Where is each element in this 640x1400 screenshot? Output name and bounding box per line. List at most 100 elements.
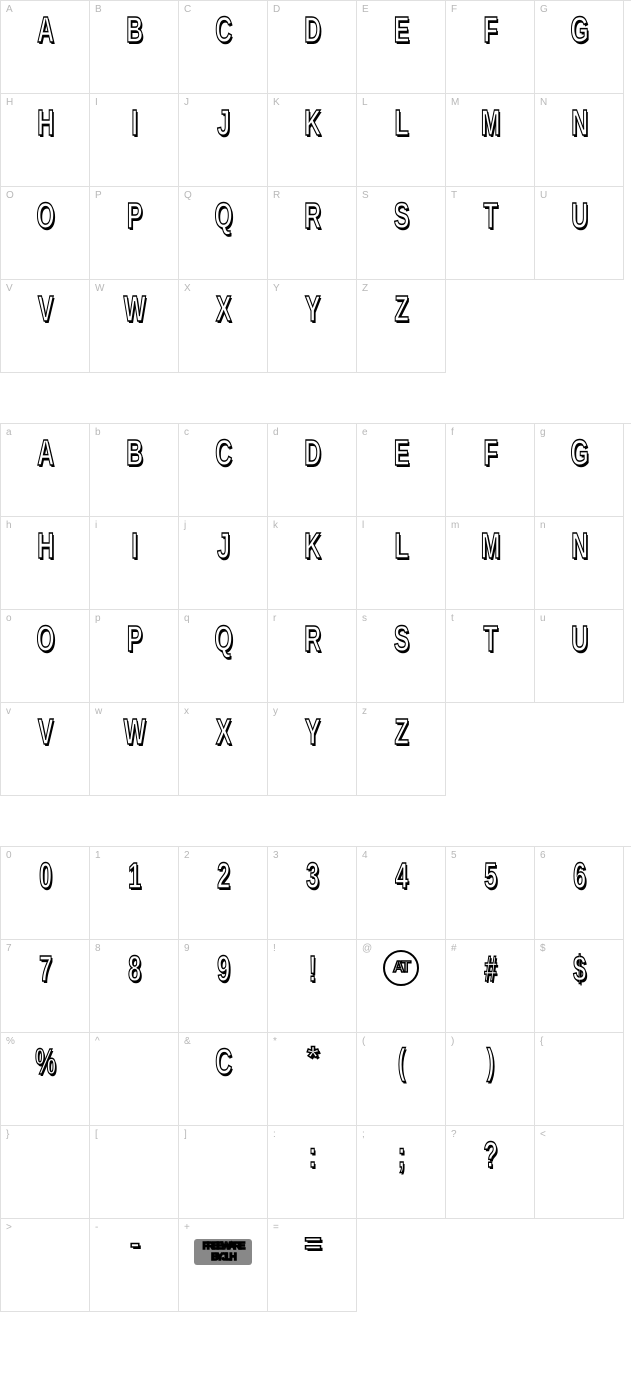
glyph-cell: cC <box>179 424 268 517</box>
glyph-cell: 00 <box>1 847 90 940</box>
glyph-display: F <box>484 432 497 474</box>
glyph-cell: 44 <box>357 847 446 940</box>
cell-label: k <box>273 520 278 531</box>
glyph-cell: (( <box>357 1033 446 1126</box>
cell-label: d <box>273 427 279 438</box>
cell-label: c <box>184 427 189 438</box>
glyph-cell: ZZ <box>357 280 446 373</box>
glyph-cell: SS <box>357 187 446 280</box>
glyph-cell: @AT <box>357 940 446 1033</box>
glyph-cell: GG <box>535 1 624 94</box>
glyph-display: I <box>131 102 136 144</box>
cell-label: I <box>95 97 98 108</box>
cell-label: [ <box>95 1129 98 1140</box>
cell-label: v <box>6 706 11 717</box>
cell-label: ; <box>362 1129 365 1140</box>
cell-label: 4 <box>362 850 368 861</box>
cell-label: - <box>95 1222 98 1233</box>
glyph-cell: AA <box>1 1 90 94</box>
glyph-cell: uU <box>535 610 624 703</box>
glyph-display: T <box>484 195 497 237</box>
glyph-display: = <box>304 1227 320 1261</box>
cell-label: 7 <box>6 943 12 954</box>
glyph-display: 0 <box>39 855 51 897</box>
glyph-grid: 00112233445566778899!!@AT##$$%%^&C**(())… <box>0 846 631 1312</box>
glyph-display: # <box>484 948 496 990</box>
glyph-display: N <box>571 102 587 144</box>
glyph-cell: mM <box>446 517 535 610</box>
section-uppercase: AABBCCDDEEFFGGHHIIJJKKLLMMNNOOPPQQRRSSTT… <box>0 0 640 373</box>
glyph-display: 4 <box>395 855 407 897</box>
cell-label: Q <box>184 190 192 201</box>
glyph-display: W <box>124 711 145 753</box>
cell-label: y <box>273 706 278 717</box>
glyph-cell: 66 <box>535 847 624 940</box>
glyph-cell: zZ <box>357 703 446 796</box>
glyph-display: ? <box>484 1134 497 1176</box>
cell-label: t <box>451 613 454 624</box>
glyph-cell: QQ <box>179 187 268 280</box>
cell-label: > <box>6 1222 12 1233</box>
glyph-cell: II <box>90 94 179 187</box>
cell-label: } <box>6 1129 9 1140</box>
glyph-cell: { <box>535 1033 624 1126</box>
glyph-grid: aAbBcCdDeEfFgGhHiIjJkKlLmMnNoOpPqQrRsStT… <box>0 423 631 796</box>
glyph-cell: sS <box>357 610 446 703</box>
glyph-cell: &C <box>179 1033 268 1126</box>
glyph-display: X <box>216 288 230 330</box>
glyph-display: : <box>309 1134 316 1176</box>
glyph-cell: WW <box>90 280 179 373</box>
cell-label: B <box>95 4 102 15</box>
glyph-display: AT <box>383 950 419 986</box>
cell-label: & <box>184 1036 191 1047</box>
cell-label: 8 <box>95 943 101 954</box>
glyph-display: A <box>37 9 53 51</box>
cell-label: n <box>540 520 546 531</box>
cell-label: 3 <box>273 850 279 861</box>
glyph-display: H <box>37 525 53 567</box>
cell-label: ) <box>451 1036 454 1047</box>
glyph-cell: == <box>268 1219 357 1312</box>
glyph-cell: eE <box>357 424 446 517</box>
glyph-display: G <box>571 9 588 51</box>
glyph-display: V <box>38 711 52 753</box>
glyph-cell: tT <box>446 610 535 703</box>
cell-label: Y <box>273 283 280 294</box>
glyph-display: 9 <box>217 948 229 990</box>
cell-label: C <box>184 4 191 15</box>
cell-label: ! <box>273 943 276 954</box>
glyph-display: O <box>37 618 54 660</box>
glyph-display: * <box>307 1041 317 1075</box>
glyph-display: Q <box>215 618 232 660</box>
glyph-display: R <box>304 195 320 237</box>
glyph-display: C <box>215 9 231 51</box>
cell-label: V <box>6 283 13 294</box>
glyph-cell: 88 <box>90 940 179 1033</box>
cell-label: r <box>273 613 276 624</box>
cell-label: h <box>6 520 12 531</box>
glyph-display: D <box>304 9 320 51</box>
glyph-display: Y <box>305 711 319 753</box>
glyph-cell: DD <box>268 1 357 94</box>
cell-label: 0 <box>6 850 12 861</box>
glyph-display: F <box>484 9 497 51</box>
cell-label: Z <box>362 283 368 294</box>
glyph-cell: wW <box>90 703 179 796</box>
glyph-display: K <box>304 525 320 567</box>
glyph-cell: } <box>1 1126 90 1219</box>
cell-label: g <box>540 427 546 438</box>
section-lowercase: aAbBcCdDeEfFgGhHiIjJkKlLmMnNoOpPqQrRsStT… <box>0 423 640 796</box>
cell-label: H <box>6 97 13 108</box>
glyph-cell: gG <box>535 424 624 517</box>
cell-label: m <box>451 520 459 531</box>
glyph-display: ; <box>398 1134 405 1176</box>
cell-label: : <box>273 1129 276 1140</box>
glyph-display: U <box>571 195 587 237</box>
glyph-display: M <box>481 102 499 144</box>
cell-label: 6 <box>540 850 546 861</box>
glyph-cell: $$ <box>535 940 624 1033</box>
cell-label: 2 <box>184 850 190 861</box>
glyph-cell: ## <box>446 940 535 1033</box>
cell-label: x <box>184 706 189 717</box>
cell-label: E <box>362 4 369 15</box>
